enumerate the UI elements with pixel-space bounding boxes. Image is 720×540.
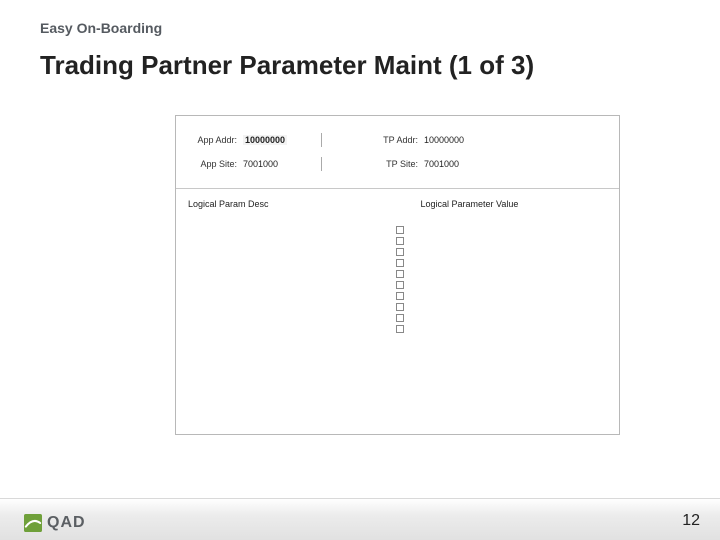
logical-value-checkbox[interactable] bbox=[396, 303, 404, 311]
brand-mark-icon bbox=[24, 514, 42, 532]
header-row: App Site: 7001000 TP Site: 7001000 bbox=[186, 154, 609, 174]
tp-addr-value: 10000000 bbox=[422, 135, 492, 145]
slide: Easy On-Boarding Trading Partner Paramet… bbox=[0, 0, 720, 540]
tp-addr-label: TP Addr: bbox=[332, 135, 422, 145]
vertical-divider bbox=[321, 133, 322, 147]
logical-value-checkbox[interactable] bbox=[396, 270, 404, 278]
logical-value-checkbox[interactable] bbox=[396, 314, 404, 322]
logical-value-checkbox[interactable] bbox=[396, 237, 404, 245]
logical-value-checkbox[interactable] bbox=[396, 248, 404, 256]
header-row: App Addr: 10000000 TP Addr: 10000000 bbox=[186, 130, 609, 150]
tp-site-label: TP Site: bbox=[332, 159, 422, 169]
parameter-panel: App Addr: 10000000 TP Addr: 10000000 App… bbox=[175, 115, 620, 435]
app-site-label: App Site: bbox=[186, 159, 241, 169]
logical-value-checkbox[interactable] bbox=[396, 292, 404, 300]
app-addr-label: App Addr: bbox=[186, 135, 241, 145]
col-header-value: Logical Parameter Value bbox=[418, 199, 609, 209]
app-addr-value: 10000000 bbox=[241, 135, 311, 145]
vertical-divider bbox=[321, 157, 322, 171]
logical-value-checkbox[interactable] bbox=[396, 281, 404, 289]
brand-name: QAD bbox=[47, 514, 86, 532]
tp-site-value: 7001000 bbox=[422, 159, 492, 169]
logical-value-checkbox[interactable] bbox=[396, 226, 404, 234]
page-number: 12 bbox=[682, 512, 700, 530]
col-header-desc: Logical Param Desc bbox=[186, 199, 418, 209]
slide-footer: QAD 12 bbox=[0, 498, 720, 540]
slide-title: Trading Partner Parameter Maint (1 of 3) bbox=[40, 50, 534, 81]
app-site-value: 7001000 bbox=[241, 159, 311, 169]
logical-value-checkbox[interactable] bbox=[396, 259, 404, 267]
panel-header: App Addr: 10000000 TP Addr: 10000000 App… bbox=[176, 116, 619, 189]
slide-subtitle: Easy On-Boarding bbox=[40, 20, 162, 36]
logical-value-checkbox[interactable] bbox=[396, 325, 404, 333]
column-headers: Logical Param Desc Logical Parameter Val… bbox=[176, 189, 619, 213]
logical-value-checkboxes bbox=[396, 226, 404, 333]
brand-logo: QAD bbox=[24, 514, 86, 532]
